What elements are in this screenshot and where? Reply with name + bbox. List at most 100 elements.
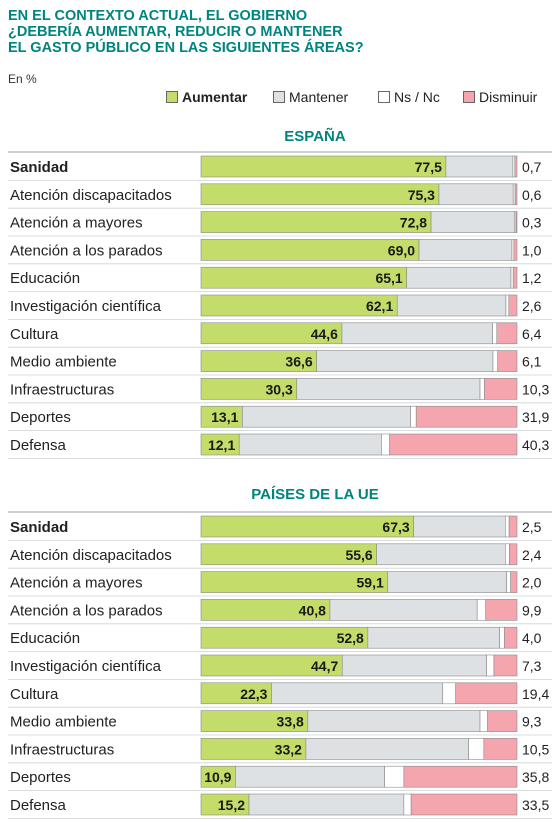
espana-value-disminuir-investigacion-cientifica: 2,6	[522, 298, 542, 314]
espana-category-label-infraestructuras: Infraestructuras	[10, 381, 114, 398]
espana-bar-mantener-infraestructuras	[296, 378, 481, 400]
ue-value-aumentar-cultura: 22,3	[240, 686, 267, 702]
espana-category-label-investigacion-cientifica: Investigación científica	[10, 298, 162, 315]
espana-bar-mantener-deportes	[242, 405, 411, 428]
ue-bar-mantener-educacion	[367, 626, 500, 649]
ue-bar-disminuir-investigacion-cientifica	[493, 654, 518, 677]
espana-category-label-medio-ambiente: Medio ambiente	[10, 354, 117, 371]
ue-bar-disminuir-educacion	[504, 626, 518, 649]
espana-value-aumentar-investigacion-cientifica: 62,1	[366, 298, 393, 314]
espana-bar-mantener-cultura	[341, 322, 493, 345]
espana-bar-nsnc-educacion	[510, 266, 514, 289]
ue-value-disminuir-cultura: 19,4	[522, 686, 549, 702]
espana-category-label-atencion-a-mayores: Atención a mayores	[10, 215, 143, 232]
legend-label-mantener: Mantener	[289, 89, 349, 105]
ue-value-disminuir-educacion: 4,0	[522, 630, 542, 646]
espana-bar-disminuir-atencion-a-los-parados	[513, 239, 518, 261]
ue-bar-disminuir-atencion-a-mayores	[510, 571, 518, 593]
espana-value-aumentar-cultura: 44,6	[311, 326, 338, 342]
title-line-3: EL GASTO PÚBLICO EN LAS SIGUIENTES ÁREAS…	[8, 40, 364, 56]
espana-value-disminuir-atencion-a-mayores: 0,3	[522, 215, 542, 231]
espana-bar-mantener-atencion-a-los-parados	[418, 239, 513, 261]
espana-bar-mantener-defensa	[238, 433, 382, 456]
ue-bar-nsnc-medio-ambiente	[479, 710, 488, 732]
espana-bar-disminuir-infraestructuras	[484, 378, 518, 400]
ue-category-label-atencion-a-los-parados: Atención a los parados	[10, 602, 163, 619]
espana-bar-nsnc-infraestructuras	[479, 378, 485, 400]
espana-value-aumentar-infraestructuras: 30,3	[266, 381, 293, 397]
espana-value-aumentar-educacion: 65,1	[375, 270, 402, 286]
ue-bar-nsnc-cultura	[442, 682, 456, 705]
ue-value-disminuir-investigacion-cientifica: 7,3	[522, 658, 542, 674]
espana-value-disminuir-sanidad: 0,7	[522, 159, 542, 175]
ue-bar-nsnc-investigacion-cientifica	[486, 654, 495, 677]
espana-value-aumentar-atencion-a-mayores: 72,8	[400, 215, 427, 231]
ue-value-aumentar-atencion-discapacitados: 55,6	[345, 547, 372, 563]
ue-value-disminuir-atencion-a-mayores: 2,0	[522, 575, 542, 591]
ue-value-aumentar-atencion-a-los-parados: 40,8	[299, 602, 326, 618]
ue-value-disminuir-infraestructuras: 10,5	[522, 741, 549, 757]
espana-value-disminuir-medio-ambiente: 6,1	[522, 354, 542, 370]
ue-value-disminuir-atencion-a-los-parados: 9,9	[522, 602, 542, 618]
ue-bar-mantener-sanidad	[413, 515, 506, 538]
legend-label-aumentar: Aumentar	[182, 89, 248, 105]
espana-value-disminuir-infraestructuras: 10,3	[522, 381, 549, 397]
ue-bar-disminuir-sanidad	[508, 515, 518, 538]
espana-bar-nsnc-medio-ambiente	[492, 350, 499, 372]
section-title-espana: ESPAÑA	[284, 128, 346, 145]
espana-category-label-atencion-discapacitados: Atención discapacitados	[10, 187, 172, 204]
espana-value-disminuir-atencion-a-los-parados: 1,0	[522, 242, 542, 258]
ue-category-label-atencion-a-mayores: Atención a mayores	[10, 575, 143, 592]
espana-value-disminuir-deportes: 31,9	[522, 409, 549, 425]
espana-bar-disminuir-sanidad	[514, 155, 518, 178]
espana-bar-disminuir-deportes	[415, 405, 518, 428]
ue-category-label-sanidad: Sanidad	[10, 519, 68, 536]
ue-category-label-defensa: Defensa	[10, 797, 67, 814]
espana-bar-aumentar-atencion-a-los-parados	[200, 239, 420, 261]
ue-bar-mantener-medio-ambiente	[307, 710, 481, 732]
espana-value-aumentar-atencion-a-los-parados: 69,0	[388, 242, 415, 258]
espana-bar-aumentar-atencion-discapacitados	[200, 183, 440, 206]
espana-category-label-atencion-a-los-parados: Atención a los parados	[10, 242, 163, 259]
espana-category-label-educacion: Educación	[10, 270, 80, 287]
ue-value-aumentar-infraestructuras: 33,2	[275, 741, 302, 757]
legend-swatch-nsnc	[378, 91, 390, 103]
unit-label: En %	[8, 72, 37, 86]
ue-bar-nsnc-atencion-discapacitados	[505, 543, 510, 566]
ue-bar-disminuir-deportes	[403, 765, 518, 788]
ue-category-label-cultura: Cultura	[10, 686, 59, 703]
ue-value-aumentar-medio-ambiente: 33,8	[277, 714, 304, 730]
ue-bar-mantener-defensa	[248, 793, 405, 816]
espana-value-disminuir-educacion: 1,2	[522, 270, 542, 286]
espana-bar-disminuir-educacion	[512, 266, 518, 289]
ue-bar-nsnc-atencion-a-mayores	[506, 571, 511, 593]
legend-label-disminuir: Disminuir	[479, 89, 538, 105]
espana-bar-nsnc-investigacion-cientifica	[505, 294, 510, 317]
espana-bar-aumentar-atencion-a-mayores	[200, 211, 432, 233]
espana-category-label-sanidad: Sanidad	[10, 159, 68, 176]
ue-bar-mantener-infraestructuras	[305, 738, 469, 760]
espana-category-label-deportes: Deportes	[10, 409, 71, 426]
title-line-1: EN EL CONTEXTO ACTUAL, EL GOBIERNO	[8, 8, 308, 24]
ue-bar-mantener-investigacion-cientifica	[341, 654, 487, 677]
ue-category-label-educacion: Educación	[10, 630, 80, 647]
espana-value-aumentar-defensa: 12,1	[208, 437, 235, 453]
espana-value-disminuir-atencion-discapacitados: 0,6	[522, 187, 542, 203]
ue-bar-disminuir-medio-ambiente	[487, 710, 518, 732]
espana-bar-disminuir-atencion-discapacitados	[514, 183, 518, 206]
ue-bar-mantener-atencion-discapacitados	[376, 543, 506, 566]
espana-value-aumentar-medio-ambiente: 36,6	[285, 354, 312, 370]
espana-bar-nsnc-cultura	[492, 322, 498, 345]
legend-swatch-aumentar	[166, 91, 178, 103]
espana-bar-nsnc-defensa	[381, 433, 390, 456]
ue-bar-mantener-atencion-a-mayores	[387, 571, 507, 593]
ue-category-label-investigacion-cientifica: Investigación científica	[10, 658, 162, 675]
espana-bar-mantener-investigacion-cientifica	[396, 294, 507, 317]
espana-value-aumentar-sanidad: 77,5	[415, 159, 442, 175]
espana-bar-mantener-atencion-discapacitados	[438, 183, 514, 206]
legend-swatch-mantener	[273, 91, 285, 103]
section-title-ue: PAÍSES DE LA UE	[251, 486, 379, 503]
ue-bar-nsnc-educacion	[499, 626, 505, 649]
espana-bar-mantener-medio-ambiente	[316, 350, 494, 372]
